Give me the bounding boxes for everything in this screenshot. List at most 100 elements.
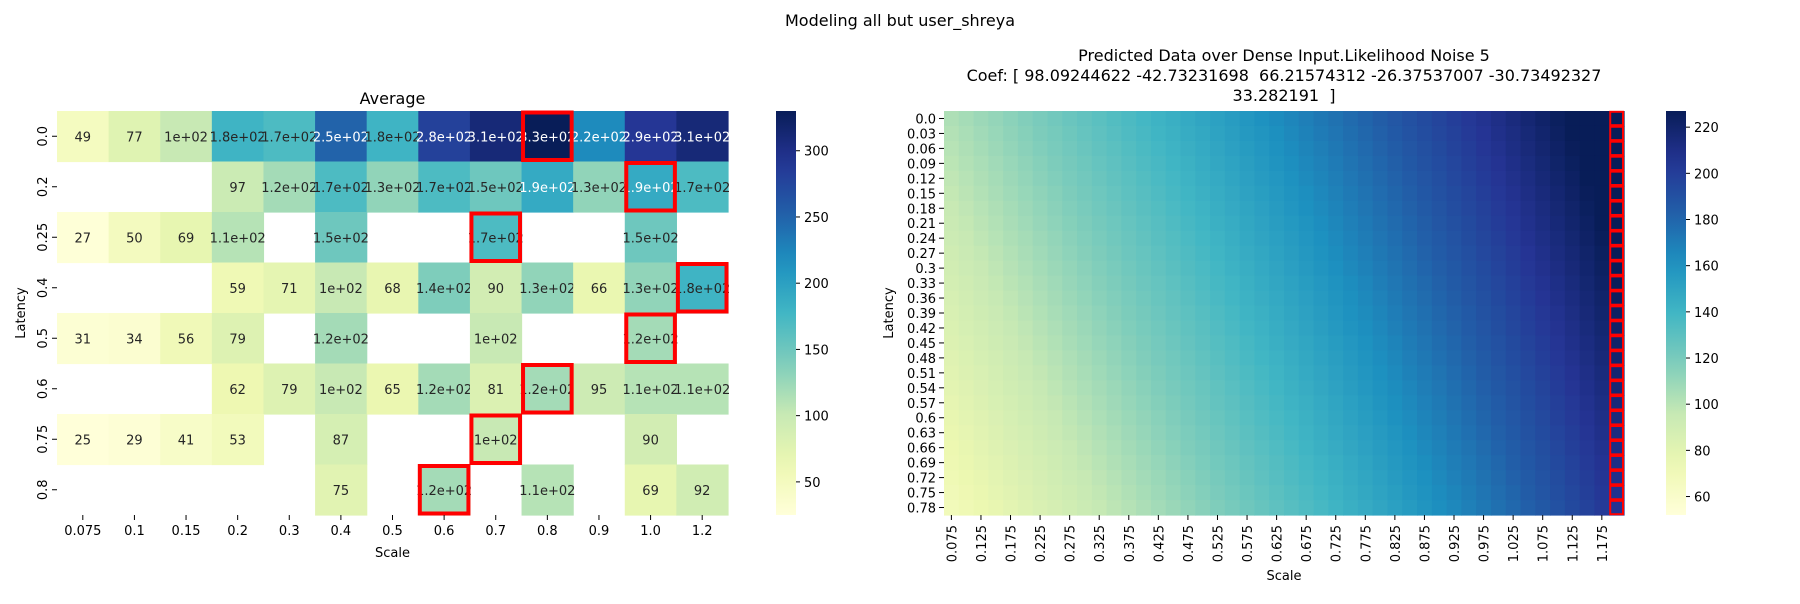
surface-cell (1594, 455, 1610, 471)
surface-cell (1150, 335, 1167, 352)
surface-cell (1343, 170, 1359, 187)
surface-cell (1077, 380, 1093, 396)
cell-annotation: 75 (333, 484, 350, 499)
surface-cell (1402, 155, 1418, 172)
surface-cell (1594, 155, 1610, 172)
y-tick-label: 0.0 (36, 126, 51, 147)
surface-cell (1520, 125, 1536, 142)
surface-cell (988, 335, 1004, 352)
x-tick-label: 0.425 (1152, 525, 1167, 562)
surface-cell (973, 305, 989, 322)
surface-cell (1387, 395, 1403, 411)
surface-cell (1490, 111, 1507, 127)
surface-cell (1535, 260, 1551, 277)
left-colorbar-tick-label: 250 (804, 211, 829, 226)
surface-cell (1284, 440, 1300, 456)
highlighted-column-cell (1609, 185, 1625, 201)
surface-cell (1609, 455, 1625, 471)
heatmap-cell (573, 363, 626, 415)
surface-cell (1298, 170, 1315, 187)
cell-annotation: 1.7e+02 (468, 231, 524, 246)
surface-cell (1609, 350, 1625, 366)
surface-cell (973, 290, 989, 307)
surface-cell (1077, 140, 1093, 157)
cell-annotation: 1.2e+02 (313, 332, 369, 347)
surface-cell (1490, 500, 1507, 516)
highlighted-cell-box (521, 363, 574, 415)
surface-cell (1446, 200, 1462, 217)
surface-cell (1047, 185, 1063, 202)
figure-suptitle: Modeling all but user_shreya (785, 11, 1015, 31)
surface-cell (1150, 170, 1167, 187)
surface-cell (1062, 200, 1078, 217)
surface-cell (1165, 350, 1182, 366)
surface-cell (1446, 170, 1462, 187)
surface-cell (1550, 380, 1566, 396)
surface-cell (1298, 380, 1315, 396)
surface-cell (1106, 365, 1122, 381)
highlighted-column-cell (1609, 170, 1625, 187)
surface-cell (1180, 380, 1196, 396)
surface-cell (1402, 485, 1418, 501)
surface-cell (1284, 410, 1300, 426)
surface-cell (1254, 125, 1270, 142)
cell-annotation: 1.8e+02 (210, 130, 266, 145)
surface-cell (1032, 155, 1049, 172)
surface-cell (1210, 350, 1226, 366)
cell-annotation: 1.4e+02 (416, 282, 472, 297)
cell-annotation: 1.1e+02 (519, 484, 575, 499)
surface-cell (1609, 125, 1625, 142)
surface-cell (1372, 410, 1389, 426)
surface-cell (1298, 350, 1315, 366)
highlighted-column-cell (1609, 320, 1625, 336)
surface-cell (1564, 380, 1581, 396)
surface-cell (1328, 500, 1344, 516)
cell-annotation: 1e+02 (319, 383, 363, 398)
cell-annotation: 1e+02 (319, 282, 363, 297)
surface-cell (1343, 320, 1359, 337)
surface-cell (1505, 410, 1522, 426)
y-tick-label: 0.0 (915, 112, 936, 127)
surface-cell (1579, 140, 1596, 157)
surface-cell (1505, 320, 1522, 337)
surface-cell (1431, 305, 1448, 322)
surface-cell (1047, 440, 1063, 456)
surface-cell (1372, 380, 1389, 396)
surface-cell (1387, 380, 1403, 396)
surface-cell (1446, 125, 1462, 142)
surface-cell (1550, 350, 1566, 366)
cell-annotation: 81 (487, 383, 504, 398)
surface-cell (1224, 380, 1241, 396)
y-tick-label: 0.51 (907, 367, 936, 382)
surface-cell (1387, 125, 1403, 142)
surface-cell (1505, 440, 1522, 456)
highlighted-column-cell (1609, 200, 1625, 216)
surface-cell (1121, 470, 1137, 486)
surface-cell (958, 155, 975, 172)
surface-cell (1579, 350, 1596, 366)
surface-cell (1550, 111, 1566, 127)
highlighted-cell-box (675, 262, 729, 314)
surface-cell (1136, 125, 1152, 142)
cell-annotation: 1.1e+02 (674, 383, 730, 398)
surface-cell (1062, 395, 1078, 411)
right-colorbar-tick-label: 80 (1694, 444, 1711, 459)
surface-cell (1461, 440, 1477, 456)
cell-annotation: 1.7e+02 (261, 130, 317, 145)
surface-cell (1461, 425, 1477, 441)
surface-cell (1579, 365, 1596, 381)
surface-cell (1003, 440, 1019, 456)
surface-cell (1047, 305, 1063, 322)
surface-cell (1254, 455, 1270, 471)
surface-cell (1461, 335, 1477, 352)
surface-cell (1461, 485, 1477, 501)
surface-cell (988, 215, 1004, 232)
surface-cell (1505, 395, 1522, 411)
surface-cell (1077, 470, 1093, 486)
surface-cell (1269, 410, 1285, 426)
surface-cell (1017, 305, 1034, 322)
surface-cell (1328, 395, 1344, 411)
surface-cell (1195, 410, 1211, 426)
surface-cell (1550, 320, 1566, 337)
surface-cell (1121, 111, 1137, 127)
